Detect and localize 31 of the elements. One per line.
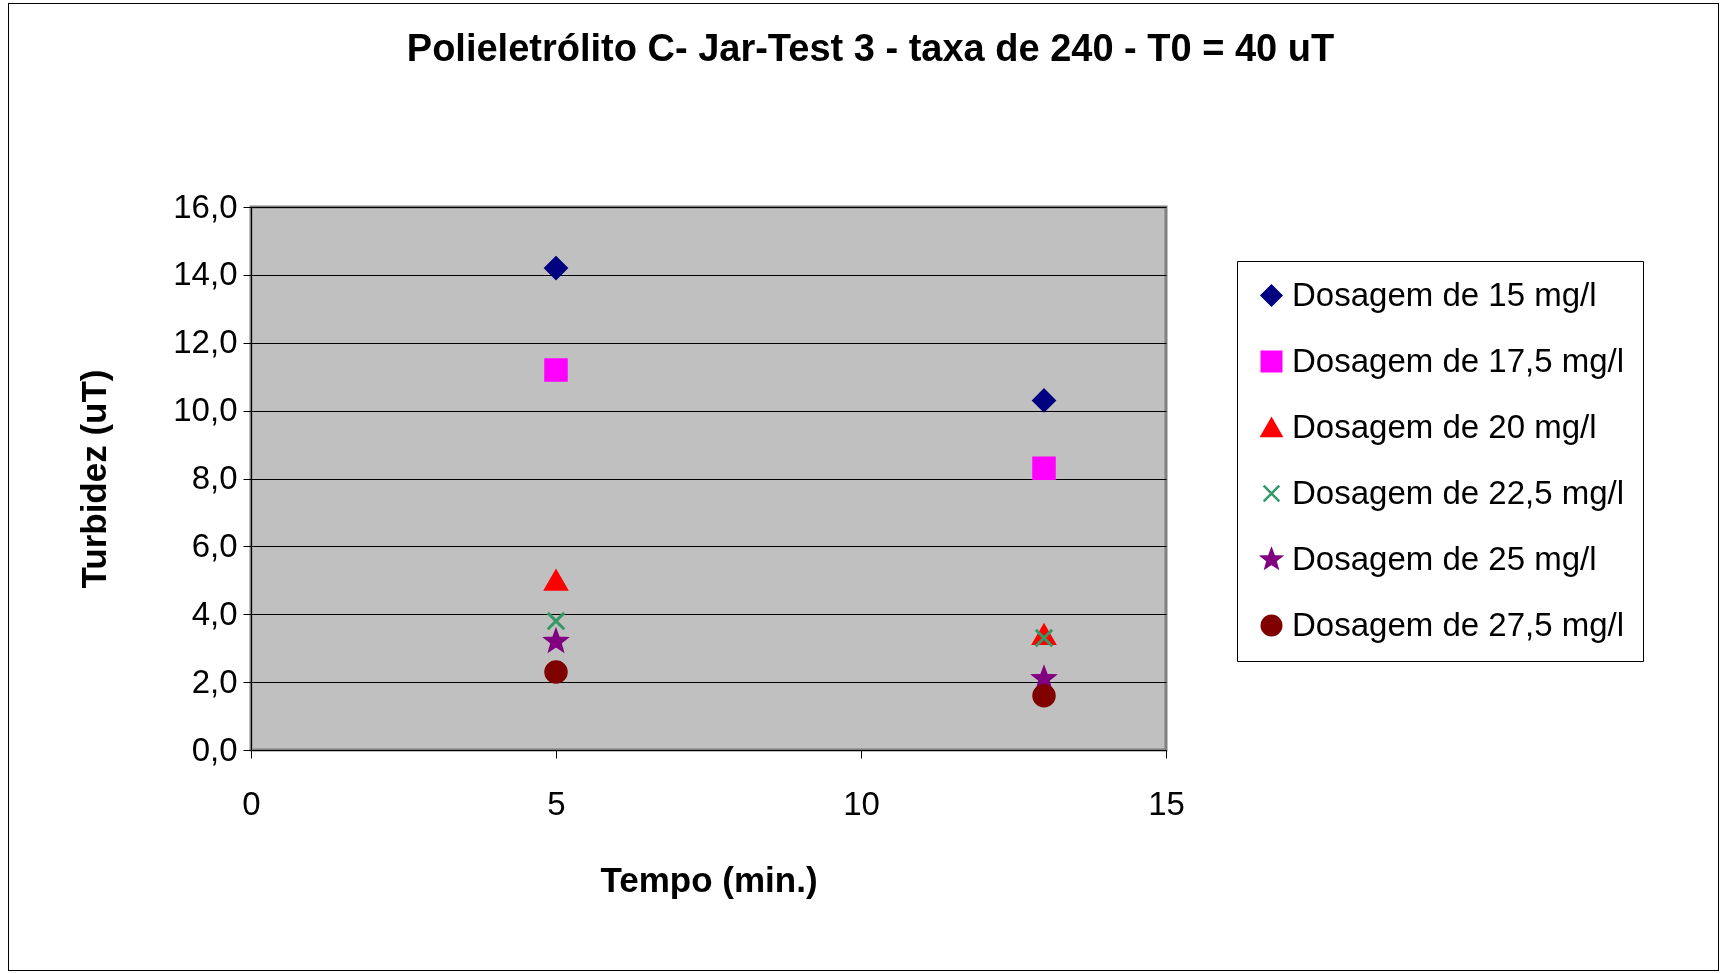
y-tick-label: 4,0 [191,594,238,632]
point [544,660,568,684]
y-tick-label: 12,0 [173,323,238,361]
y-tick-label: 16,0 [173,187,238,225]
y-tick-label: 6,0 [191,526,238,564]
legend-label: Dosagem de 25 mg/l [1292,539,1597,577]
legend-label: Dosagem de 17,5 mg/l [1292,341,1625,379]
legend-label: Dosagem de 20 mg/l [1292,407,1597,445]
y-tick-label: 2,0 [191,662,238,700]
legend-label: Dosagem de 22,5 mg/l [1292,473,1625,511]
point [1032,388,1056,413]
x-tick-label: 10 [843,784,880,822]
x-axis-title: Tempo (min.) [600,859,818,899]
point [542,627,570,654]
y-tick-label: 10,0 [173,391,238,429]
y-axis-title: Turbidez (uT) [74,369,114,589]
legend-label: Dosagem de 27,5 mg/l [1292,605,1625,643]
point [546,611,566,631]
x-tick-label: 15 [1148,784,1185,822]
point [1032,683,1056,708]
legend-label: Dosagem de 15 mg/l [1292,275,1597,313]
x-tick-label: 0 [242,784,261,822]
point [544,256,568,280]
point [1032,456,1056,481]
point [544,358,568,382]
y-tick-label: 14,0 [173,255,238,293]
y-tick-label: 0,0 [191,730,238,768]
chart-title: Polieletrólito C- Jar-Test 3 - taxa de 240 - T0 = 40 uT [406,27,1335,69]
point [544,569,568,591]
x-tick-label: 5 [547,784,566,822]
y-tick-label: 8,0 [191,459,238,496]
